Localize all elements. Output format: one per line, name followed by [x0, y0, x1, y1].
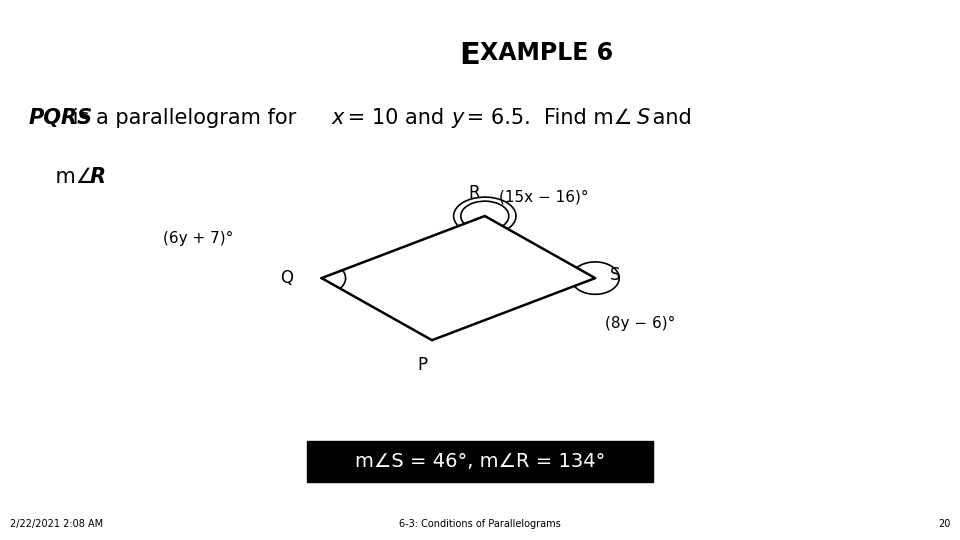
Text: = 10 and: = 10 and [341, 108, 450, 128]
Text: x: x [331, 108, 344, 128]
Text: E: E [459, 40, 480, 70]
Text: PQRS: PQRS [29, 108, 93, 128]
Text: S: S [610, 266, 620, 285]
Text: R: R [468, 185, 480, 202]
Text: S: S [637, 108, 650, 128]
Text: (15x − 16)°: (15x − 16)° [499, 189, 588, 204]
Text: and: and [646, 108, 692, 128]
Text: (6y + 7)°: (6y + 7)° [163, 231, 233, 246]
Text: = 6.5.  Find m∠: = 6.5. Find m∠ [461, 108, 633, 128]
Text: R: R [89, 167, 106, 187]
Bar [307, 442, 653, 482]
Text: y: y [451, 108, 464, 128]
Text: 20: 20 [938, 519, 950, 529]
Text: 6-3: Conditions of Parallelograms: 6-3: Conditions of Parallelograms [399, 519, 561, 529]
Text: is a parallelogram for: is a parallelogram for [66, 108, 303, 128]
Text: Q: Q [279, 269, 293, 287]
Text: m∠: m∠ [29, 167, 94, 187]
Text: m∠S = 46°, m∠R = 134°: m∠S = 46°, m∠R = 134° [355, 452, 605, 471]
Text: P: P [418, 356, 427, 374]
Text: XAMPLE 6: XAMPLE 6 [480, 40, 613, 64]
Text: 2/22/2021 2:08 AM: 2/22/2021 2:08 AM [10, 519, 103, 529]
Text: (8y − 6)°: (8y − 6)° [605, 316, 675, 331]
